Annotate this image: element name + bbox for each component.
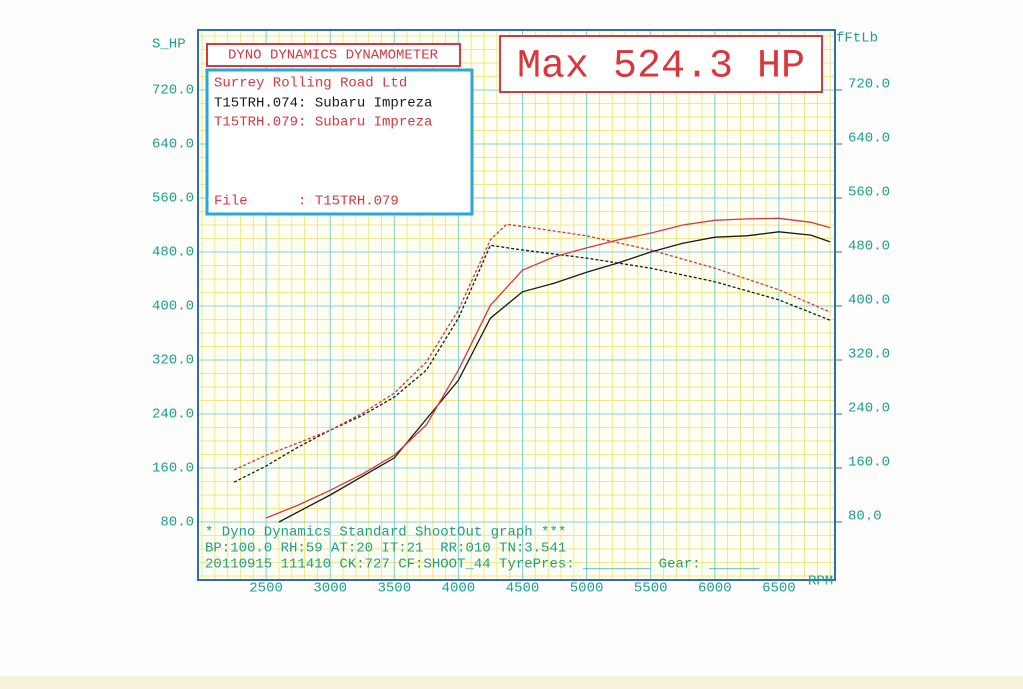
curves <box>233 217 831 523</box>
x-tick-label: 5000 <box>570 581 604 597</box>
footer-line: 20110915 111410 CK:727 CF:SHOOT_44 TyreP… <box>205 557 760 573</box>
footer-line: * Dyno Dynamics Standard ShootOut graph … <box>205 525 566 541</box>
curve <box>233 244 831 483</box>
y-axis-label: S_HP <box>152 37 186 53</box>
max-label: Max 524.3 HP <box>517 45 805 90</box>
y2-axis-label: fFtLb <box>836 31 878 47</box>
y-tick-label: 480.0 <box>152 245 194 261</box>
y2-tick-label: 80.0 <box>848 509 882 525</box>
x-tick-label: 4500 <box>506 581 540 597</box>
footer-line: BP:100.0 RH:59 AT:20 IT:21 RR:010 TN:3.5… <box>205 541 566 557</box>
company: Surrey Rolling Road Ltd <box>214 76 407 92</box>
y-tick-label: 80.0 <box>160 515 194 531</box>
footer: * Dyno Dynamics Standard ShootOut graph … <box>205 525 760 573</box>
y2-tick-label: 480.0 <box>848 239 890 255</box>
y-tick-label: 400.0 <box>152 299 194 315</box>
header-box <box>206 43 461 67</box>
curve <box>278 231 831 523</box>
y2-tick-label: 640.0 <box>848 131 890 147</box>
header: DYNO DYNAMICS DYNAMOMETER <box>228 48 439 64</box>
y2-tick-label: 400.0 <box>848 293 890 309</box>
y2-tick-label: 720.0 <box>848 77 890 93</box>
y-tick-label: 320.0 <box>152 353 194 369</box>
paper-edge <box>0 676 1023 689</box>
y-tick-label: 560.0 <box>152 191 194 207</box>
curve <box>233 223 831 471</box>
y2-tick-label: 320.0 <box>848 347 890 363</box>
x-tick-label: 6500 <box>762 581 796 597</box>
y-tick-label: 640.0 <box>152 137 194 153</box>
legend-entry: T15TRH.074: Subaru Impreza <box>214 96 432 112</box>
file-label: File : T15TRH.079 <box>214 194 399 210</box>
y-tick-label: 720.0 <box>152 83 194 99</box>
y-tick-label: 240.0 <box>152 407 194 423</box>
x-tick-label: 3000 <box>313 581 347 597</box>
max-box <box>499 35 823 93</box>
x-tick-label: 4000 <box>442 581 476 597</box>
x-axis-label: RPM <box>808 574 833 590</box>
plot-frame <box>197 29 836 581</box>
x-tick-label: 5500 <box>634 581 668 597</box>
x-tick-label: 2500 <box>249 581 283 597</box>
y2-tick-label: 240.0 <box>848 401 890 417</box>
y2-tick-label: 160.0 <box>848 455 890 471</box>
x-tick-label: 6000 <box>698 581 732 597</box>
legend-entry: T15TRH.079: Subaru Impreza <box>214 115 432 131</box>
x-tick-label: 3500 <box>377 581 411 597</box>
info-box <box>205 68 474 216</box>
curve <box>265 217 831 519</box>
y-tick-label: 160.0 <box>152 461 194 477</box>
y2-tick-label: 560.0 <box>848 185 890 201</box>
